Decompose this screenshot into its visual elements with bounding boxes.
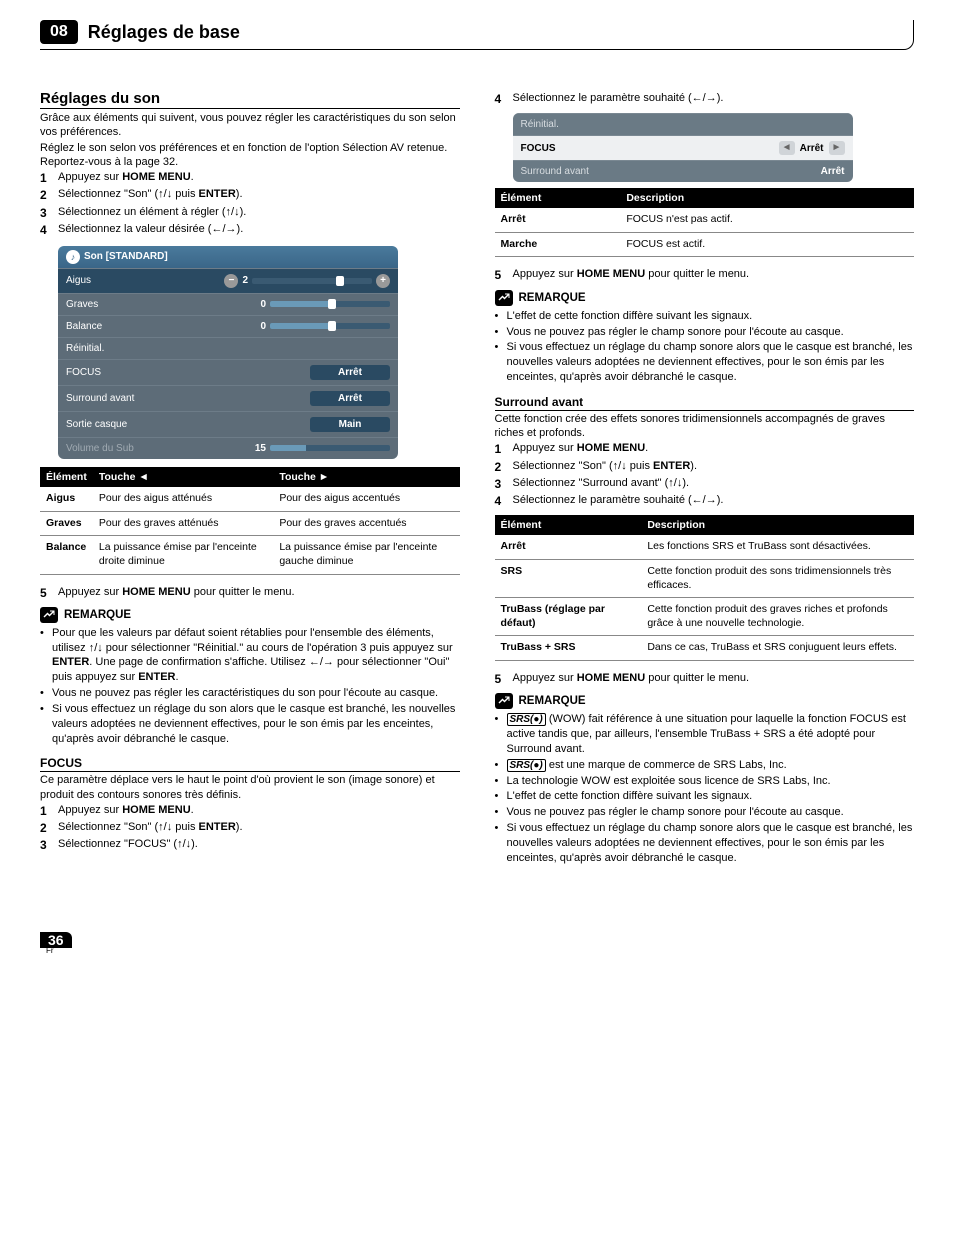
- panel-row-sortie[interactable]: Sortie casqueMain: [58, 411, 398, 437]
- step-num: 3: [40, 205, 58, 221]
- step-num: 2: [495, 459, 513, 475]
- left-column: Réglages du son Grâce aux éléments qui s…: [40, 90, 460, 872]
- focus-mini-panel: Réinitial. FOCUS◄Arrêt► Surround avantAr…: [513, 113, 853, 182]
- arrow-left-right-icon: ←/→: [211, 223, 236, 235]
- step-num: 1: [495, 441, 513, 457]
- note-item: SRS(●) est une marque de commerce de SRS…: [507, 758, 787, 773]
- step-num: 4: [40, 222, 58, 238]
- step-num: 4: [495, 493, 513, 509]
- note-item: Si vous effectuez un réglage du son alor…: [52, 702, 460, 747]
- page-header: 08 Réglages de base: [40, 20, 914, 50]
- note-item: L'effet de cette fonction diffère suivan…: [507, 789, 753, 804]
- surround-heading: Surround avant: [495, 395, 915, 411]
- note-item: Vous ne pouvez pas régler le champ sonor…: [507, 325, 844, 340]
- step-num: 5: [495, 671, 513, 687]
- sound-settings-panel: ♪Son [STANDARD] Aigus− 2 + Graves0 Balan…: [58, 246, 398, 459]
- step-num: 1: [40, 803, 58, 819]
- panel-row-aigus[interactable]: Aigus− 2 +: [58, 268, 398, 293]
- step-text: Appuyez sur HOME MENU pour quitter le me…: [58, 585, 460, 601]
- arrow-up-down-icon: ↑/↓: [158, 188, 172, 200]
- step-text: Sélectionnez un élément à régler (↑/↓).: [58, 205, 460, 221]
- note-item: Si vous effectuez un réglage du champ so…: [507, 340, 915, 385]
- sound-icon: ♪: [66, 250, 80, 264]
- right-column: 4Sélectionnez le paramètre souhaité (←/→…: [495, 90, 915, 872]
- columns: Réglages du son Grâce aux éléments qui s…: [40, 90, 914, 872]
- step-num: 2: [40, 820, 58, 836]
- step-num: 5: [40, 585, 58, 601]
- intro-2: Réglez le son selon vos préférences et e…: [40, 141, 460, 170]
- note-item: L'effet de cette fonction diffère suivan…: [507, 309, 753, 324]
- note-label: REMARQUE: [519, 292, 586, 304]
- col-touche-right: Touche ►: [273, 467, 459, 487]
- panel-row-reinit[interactable]: Réinitial.: [58, 337, 398, 359]
- focus-desc: Ce paramètre déplace vers le haut le poi…: [40, 773, 460, 802]
- srs-wow-icon: SRS(●): [507, 759, 546, 772]
- step-num: 1: [40, 170, 58, 186]
- arrow-left-right-icon: ←/→: [692, 92, 717, 104]
- sound-controls-table: ÉlémentTouche ◄Touche ► AigusPour des ai…: [40, 467, 460, 575]
- note-item: Pour que les valeurs par défaut soient r…: [52, 626, 460, 685]
- mini-row-focus[interactable]: FOCUS◄Arrêt►: [513, 135, 853, 160]
- note-label: REMARQUE: [519, 695, 586, 707]
- chevron-left-icon: ◄: [779, 141, 795, 155]
- note-item: La technologie WOW est exploitée sous li…: [507, 774, 831, 789]
- step-num: 3: [40, 837, 58, 853]
- arrow-up-down-icon: ↑/↓: [226, 206, 240, 218]
- note-icon: [40, 607, 58, 623]
- note-item: SRS(●) (WOW) fait référence à une situat…: [507, 712, 915, 757]
- panel-row-balance[interactable]: Balance0: [58, 315, 398, 337]
- step-num: 3: [495, 476, 513, 492]
- surround-desc: Cette fonction crée des effets sonores t…: [495, 412, 915, 441]
- srs-wow-icon: SRS(●): [507, 713, 546, 726]
- note-item: Vous ne pouvez pas régler le champ sonor…: [507, 805, 844, 820]
- section-title-son: Réglages du son: [40, 90, 460, 109]
- col-touche-left: Touche ◄: [93, 467, 273, 487]
- note-item: Vous ne pouvez pas régler les caractéris…: [52, 686, 438, 701]
- focus-values-table: ÉlémentDescription ArrêtFOCUS n'est pas …: [495, 188, 915, 257]
- chapter-number: 08: [40, 20, 78, 44]
- chevron-right-icon: ►: [829, 141, 845, 155]
- note-icon: [495, 290, 513, 306]
- arrow-up-down-icon: ↑/↓: [158, 821, 172, 833]
- plus-icon: +: [376, 274, 390, 288]
- note-icon: [495, 693, 513, 709]
- note-label: REMARQUE: [64, 609, 131, 621]
- mini-row-reinit: Réinitial.: [513, 113, 853, 135]
- arrow-up-down-icon: ↑/↓: [613, 460, 627, 472]
- page-language: Fr: [46, 946, 914, 955]
- minus-icon: −: [224, 274, 238, 288]
- step-text: Appuyez sur HOME MENU.: [58, 170, 460, 186]
- surround-values-table: ÉlémentDescription ArrêtLes fonctions SR…: [495, 515, 915, 661]
- step-text: Sélectionnez la valeur désirée (←/→).: [58, 222, 460, 238]
- note-item: Si vous effectuez un réglage du champ so…: [507, 821, 915, 866]
- panel-row-graves[interactable]: Graves0: [58, 293, 398, 315]
- step-num: 4: [495, 91, 513, 107]
- step-text: Sélectionnez "Son" (↑/↓ puis ENTER).: [58, 187, 460, 203]
- intro-1: Grâce aux éléments qui suivent, vous pou…: [40, 111, 460, 140]
- page-footer: 36 Fr: [40, 932, 914, 955]
- panel-row-focus[interactable]: FOCUSArrêt: [58, 359, 398, 385]
- arrow-up-down-icon: ↑/↓: [177, 838, 191, 850]
- mini-row-surround: Surround avantArrêt: [513, 160, 853, 182]
- arrow-up-down-icon: ↑/↓: [668, 477, 682, 489]
- panel-title: ♪Son [STANDARD]: [58, 246, 398, 268]
- chapter-title: Réglages de base: [88, 22, 240, 43]
- step-num: 2: [40, 187, 58, 203]
- arrow-left-right-icon: ←/→: [692, 494, 717, 506]
- panel-row-sub: Volume du Sub15: [58, 437, 398, 459]
- panel-row-surround[interactable]: Surround avantArrêt: [58, 385, 398, 411]
- focus-heading: FOCUS: [40, 756, 460, 772]
- step-num: 5: [495, 267, 513, 283]
